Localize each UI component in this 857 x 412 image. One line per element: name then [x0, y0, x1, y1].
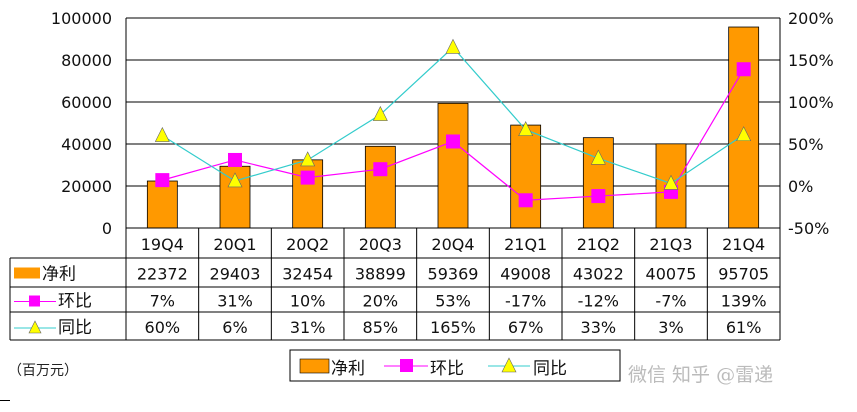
- table-cell: 31%: [290, 318, 326, 337]
- table-cell: 60%: [145, 318, 181, 337]
- table-row-label: 环比: [58, 292, 92, 312]
- corner-mark: [0, 400, 10, 401]
- table-cell: 33%: [581, 318, 617, 337]
- bar-20Q4: [437, 102, 469, 229]
- marker-环比-20Q2: [300, 170, 315, 185]
- table-row-label: 净利: [42, 265, 76, 285]
- marker-同比-21Q3: [663, 174, 679, 190]
- category-label: 20Q1: [213, 235, 256, 254]
- y-left-tick: 40000: [61, 135, 112, 154]
- legend-key-净利: [299, 358, 330, 374]
- y-right-tick: 50%: [788, 135, 824, 154]
- table-cell: 40075: [646, 265, 697, 284]
- legend-key-marker-同比: [501, 357, 517, 373]
- y-left-tick: 60000: [61, 93, 112, 112]
- y-right-tick: 0%: [788, 177, 813, 196]
- marker-同比-20Q3: [372, 105, 388, 121]
- table-cell: 10%: [290, 292, 326, 311]
- table-cell: -7%: [655, 292, 686, 311]
- table-cell: 85%: [363, 318, 399, 337]
- y-left-tick: 80000: [61, 51, 112, 70]
- marker-同比-20Q2: [300, 151, 316, 167]
- table-cell: 32454: [282, 265, 333, 284]
- marker-同比-21Q2: [590, 149, 606, 165]
- marker-环比-21Q1: [518, 193, 533, 208]
- category-label: 21Q2: [577, 235, 620, 254]
- table-cell: -17%: [505, 292, 546, 311]
- marker-同比-20Q1: [227, 172, 243, 188]
- bar-20Q3: [364, 145, 396, 229]
- marker-同比-20Q4: [445, 38, 461, 54]
- unit-label: （百万元）: [8, 363, 78, 379]
- category-label: 20Q4: [431, 235, 474, 254]
- marker-环比-20Q3: [373, 162, 388, 177]
- table-cell: 165%: [430, 318, 476, 337]
- table-cell: 20%: [363, 292, 399, 311]
- category-label: 20Q3: [359, 235, 402, 254]
- table-cell: 43022: [573, 265, 624, 284]
- table-cell: 31%: [217, 292, 253, 311]
- category-label: 20Q2: [286, 235, 329, 254]
- table-cell: 49008: [500, 265, 551, 284]
- legend-key-marker-环比: [400, 359, 413, 372]
- table-cell: 7%: [150, 292, 175, 311]
- y-left-tick: 20000: [61, 177, 112, 196]
- table-row-label: 同比: [58, 318, 92, 338]
- legend-label: 环比: [430, 359, 464, 379]
- y-right-tick: -50%: [788, 219, 829, 238]
- marker-环比-19Q4: [155, 173, 170, 188]
- table-cell: 3%: [658, 318, 683, 337]
- marker-同比-21Q1: [518, 121, 534, 137]
- table-key-marker-同比: [28, 320, 42, 334]
- watermark: 微信 知乎 @雷递: [628, 364, 774, 386]
- table-cell: 38899: [355, 265, 406, 284]
- table-cell: 29403: [210, 265, 261, 284]
- bar-20Q2: [292, 159, 324, 229]
- legend-label: 净利: [331, 359, 365, 379]
- table-cell: 67%: [508, 318, 544, 337]
- marker-同比-21Q4: [736, 126, 752, 142]
- legend-label: 同比: [533, 359, 567, 379]
- legend-box: [289, 349, 621, 382]
- marker-环比-21Q4: [736, 62, 751, 77]
- category-label: 21Q4: [722, 235, 765, 254]
- table-cell: 61%: [726, 318, 762, 337]
- table-key-marker-环比: [29, 295, 40, 307]
- table-cell: 53%: [435, 292, 471, 311]
- table-cell: -12%: [578, 292, 619, 311]
- y-right-tick: 200%: [788, 9, 834, 28]
- y-right-tick: 150%: [788, 51, 834, 70]
- bar-21Q1: [510, 124, 542, 229]
- bar-19Q4: [146, 180, 178, 229]
- table-cell: 95705: [718, 265, 769, 284]
- category-label: 21Q3: [649, 235, 692, 254]
- marker-环比-20Q4: [446, 134, 460, 149]
- category-label: 19Q4: [141, 235, 184, 254]
- marker-环比-21Q2: [591, 189, 606, 204]
- y-left-tick: 0: [102, 219, 112, 238]
- marker-环比-20Q1: [228, 152, 242, 167]
- y-right-tick: 100%: [788, 93, 834, 112]
- marker-同比-19Q4: [154, 126, 170, 142]
- category-label: 21Q1: [504, 235, 547, 254]
- table-key-净利: [14, 267, 40, 279]
- table-cell: 22372: [137, 265, 188, 284]
- table-cell: 139%: [721, 292, 767, 311]
- table-cell: 59369: [428, 265, 479, 284]
- y-left-tick: 100000: [51, 9, 112, 28]
- table-cell: 6%: [222, 318, 247, 337]
